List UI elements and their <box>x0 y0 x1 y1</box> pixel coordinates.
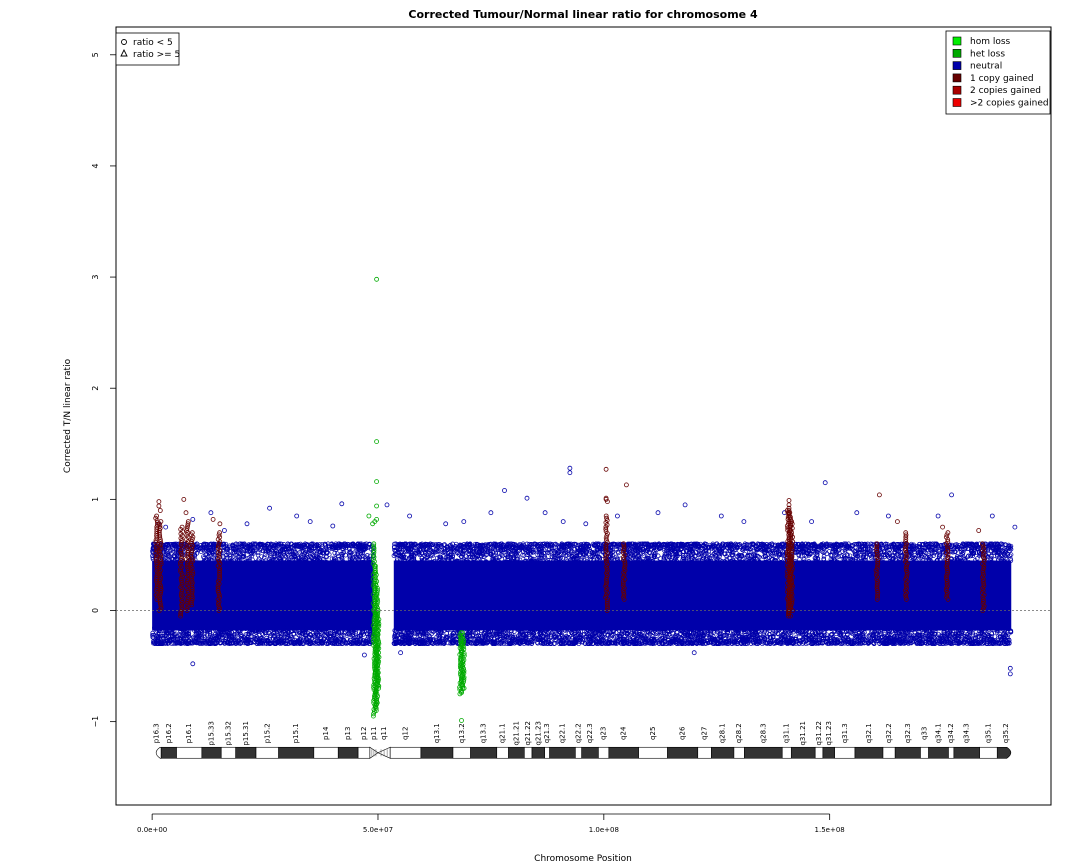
neutral-point <box>253 560 259 565</box>
neutral-point <box>297 633 302 639</box>
neutral-point <box>152 625 157 630</box>
neutral-point <box>276 628 282 634</box>
neutral-point <box>306 548 312 554</box>
x-axis: 0.0e+00 5.0e+07 1.0e+08 1.5e+08 <box>137 813 845 834</box>
y-tick-label: 3 <box>91 275 100 280</box>
neutral-core-band <box>393 560 1012 631</box>
neutral-point <box>255 550 261 556</box>
neutral-point <box>178 628 183 634</box>
x-tick-label: 1.0e+08 <box>589 826 619 834</box>
neutral-point <box>154 628 160 633</box>
x-tick-label: 1.5e+08 <box>815 826 845 834</box>
neutral-point <box>273 637 278 642</box>
neutral-point <box>208 558 214 564</box>
neutral-core-band <box>152 560 374 631</box>
neutral-point <box>307 641 313 646</box>
chart-title: Corrected Tumour/Normal linear ratio for… <box>408 8 758 21</box>
y-tick-label: 0 <box>91 608 100 613</box>
neutral-point <box>321 626 327 631</box>
neutral-point <box>243 559 248 565</box>
neutral-point <box>150 555 156 560</box>
y-tick-label: 4 <box>91 163 100 168</box>
y-axis: −1 0 1 2 3 4 5 <box>91 52 117 728</box>
neutral-point <box>239 633 245 639</box>
y-tick-label: 5 <box>91 52 100 57</box>
y-axis-label: Corrected T/N linear ratio <box>63 358 73 473</box>
neutral-point <box>168 548 173 553</box>
neutral-point <box>199 634 205 640</box>
x-tick-label: 5.0e+07 <box>363 826 393 834</box>
neutral-point <box>238 634 244 639</box>
neutral-point <box>309 555 314 560</box>
neutral-point <box>314 555 319 561</box>
x-axis-label: Chromosome Position <box>534 854 632 864</box>
neutral-point <box>324 625 330 631</box>
neutral-point <box>173 625 179 630</box>
neutral-point <box>262 641 267 646</box>
neutral-point <box>359 625 365 630</box>
neutral-point <box>231 554 236 559</box>
neutral-point <box>346 626 351 632</box>
neutral-point <box>357 625 362 631</box>
neutral-point <box>150 550 156 556</box>
neutral-bulk-points <box>150 541 1014 647</box>
x-tick-label: 0.0e+00 <box>137 826 167 834</box>
neutral-point <box>361 559 367 565</box>
neutral-point <box>272 641 277 646</box>
neutral-point <box>152 641 158 646</box>
neutral-point <box>360 559 365 565</box>
neutral-point <box>164 628 170 633</box>
neutral-point <box>165 560 171 566</box>
y-tick-label: −1 <box>91 716 100 728</box>
neutral-point <box>362 625 367 631</box>
neutral-point <box>173 551 178 556</box>
neutral-point <box>335 551 340 556</box>
neutral-point <box>150 635 156 640</box>
neutral-point <box>307 632 313 637</box>
neutral-point <box>321 561 326 566</box>
neutral-point <box>340 638 345 643</box>
neutral-point <box>265 541 270 547</box>
neutral-point <box>319 542 325 547</box>
neutral-point <box>259 636 264 641</box>
y-tick-label: 1 <box>91 497 100 502</box>
neutral-point <box>262 552 268 557</box>
neutral-point <box>196 560 201 565</box>
neutral-point <box>228 625 234 631</box>
neutral-point <box>224 626 230 632</box>
neutral-point <box>345 631 350 637</box>
neutral-point <box>297 544 302 550</box>
neutral-point <box>243 631 249 637</box>
y-tick-label: 2 <box>91 386 100 391</box>
neutral-point <box>173 559 179 565</box>
plot-frame <box>115 26 1052 806</box>
